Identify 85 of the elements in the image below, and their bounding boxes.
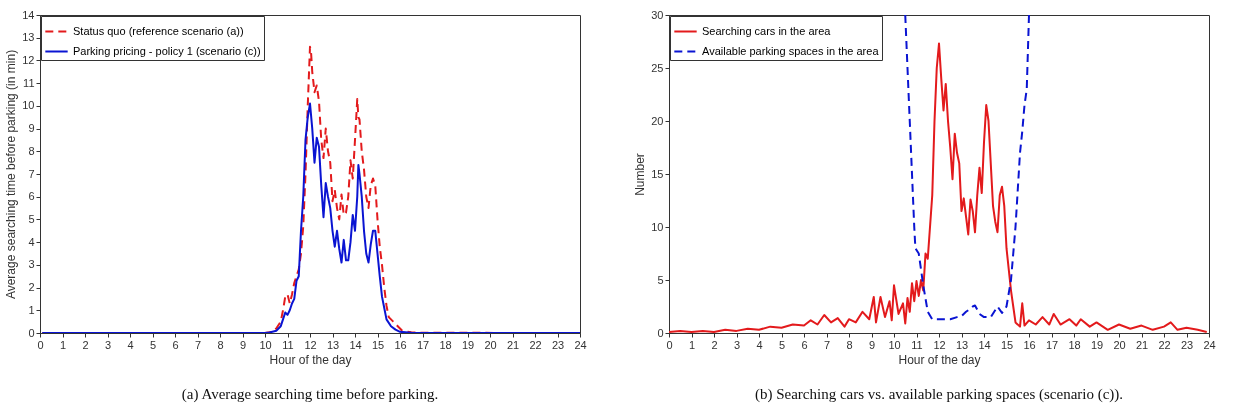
line-series — [669, 42, 1208, 333]
x-tick-label: 20 — [1113, 338, 1126, 351]
text: (a) Average searching time before parking. — [181, 386, 439, 403]
x-tick-label: 11 — [282, 338, 294, 351]
x-tick-label: 24 — [1203, 338, 1216, 351]
x-tick-label: 4 — [756, 338, 763, 351]
x-tick-label: 23 — [551, 338, 565, 351]
x-tick-label: 6 — [172, 338, 179, 351]
x-tick-label: 18 — [1068, 338, 1081, 351]
y-tick-label: 0 — [657, 326, 664, 339]
y-tick-label: 3 — [28, 258, 35, 271]
x-tick-label: 24 — [574, 338, 587, 351]
y-tick-label: 9 — [28, 122, 35, 135]
x-tick-label: 4 — [127, 338, 134, 351]
y-tick-label: 15 — [651, 167, 664, 180]
x-tick-label: 1 — [688, 338, 696, 351]
x-tick-label: 22 — [1158, 338, 1171, 351]
x-tick-label: 15 — [1000, 338, 1014, 351]
legend-label: Status quo (reference scenario (a)) — [73, 24, 244, 37]
y-tick-label: 11 — [23, 76, 35, 89]
y-axis-title: Average searching time before parking (in min) — [4, 49, 19, 300]
x-tick-label: 22 — [529, 338, 542, 351]
y-tick-label: 10 — [651, 220, 664, 233]
y-tick-label: 12 — [22, 53, 35, 66]
y-tick-label: 2 — [28, 281, 35, 294]
x-tick-label: 7 — [194, 338, 202, 351]
y-tick-label: 5 — [657, 273, 664, 286]
x-tick-label: 12 — [304, 338, 317, 351]
x-tick-label: 14 — [349, 338, 362, 351]
x-tick-label: 21 — [1135, 338, 1149, 351]
y-tick-label: 14 — [22, 8, 35, 21]
y-tick-label: 25 — [651, 61, 664, 74]
x-tick-label: 23 — [1180, 338, 1194, 351]
x-tick-label: 9 — [239, 338, 247, 351]
x-tick-label: 12 — [933, 338, 946, 351]
x-tick-label: 14 — [978, 338, 991, 351]
legend-label: Parking pricing - policy 1 (scenario (c)) — [73, 44, 261, 57]
y-tick-label: 7 — [28, 167, 35, 180]
x-tick-label: 15 — [371, 338, 385, 351]
x-tick-label: 2 — [82, 338, 89, 351]
line-series — [904, 15, 1030, 321]
line-series — [41, 102, 580, 333]
x-tick-label: 10 — [259, 338, 272, 351]
x-tick-label: 17 — [416, 338, 430, 351]
legend-label: Searching cars in the area — [702, 24, 832, 37]
legend-label: Available parking spaces in the area — [702, 44, 880, 57]
x-tick-label: 5 — [149, 338, 157, 351]
y-tick-label: 8 — [28, 144, 35, 157]
y-tick-label: 10 — [22, 99, 35, 112]
x-tick-label: 18 — [439, 338, 452, 351]
x-tick-label: 10 — [888, 338, 901, 351]
x-tick-label: 16 — [1023, 338, 1036, 351]
y-tick-label: 0 — [28, 326, 35, 339]
x-tick-label: 11 — [911, 338, 923, 351]
y-tick-label: 1 — [28, 303, 35, 316]
x-tick-label: 17 — [1045, 338, 1059, 351]
x-tick-label: 20 — [484, 338, 497, 351]
y-tick-label: 4 — [28, 235, 35, 248]
x-tick-label: 3 — [733, 338, 741, 351]
x-tick-label: 5 — [778, 338, 786, 351]
x-tick-label: 1 — [59, 338, 67, 351]
x-tick-label: 13 — [955, 338, 969, 351]
x-tick-label: 9 — [868, 338, 876, 351]
x-tick-label: 8 — [217, 338, 224, 351]
x-tick-label: 6 — [801, 338, 808, 351]
y-tick-label: 13 — [22, 31, 35, 44]
y-tick-label: 20 — [651, 114, 664, 127]
x-tick-label: 3 — [104, 338, 112, 351]
x-tick-label: 21 — [506, 338, 520, 351]
x-tick-label: 0 — [37, 338, 44, 351]
y-tick-label: 6 — [28, 190, 35, 203]
y-axis-title: Number — [633, 153, 648, 196]
x-tick-label: 13 — [326, 338, 340, 351]
y-tick-label: 5 — [28, 212, 35, 225]
x-tick-label: 8 — [846, 338, 853, 351]
x-tick-label: 2 — [711, 338, 718, 351]
text: (b) Searching cars vs. available parking spaces (scenario (c)). — [754, 386, 1124, 403]
x-tick-label: 7 — [823, 338, 831, 351]
x-axis-title: Hour of the day — [269, 352, 352, 367]
x-tick-label: 16 — [394, 338, 407, 351]
x-tick-label: 0 — [666, 338, 673, 351]
x-tick-label: 19 — [461, 338, 475, 351]
x-tick-label: 19 — [1090, 338, 1104, 351]
y-tick-label: 30 — [651, 8, 664, 21]
x-axis-title: Hour of the day — [898, 352, 981, 367]
